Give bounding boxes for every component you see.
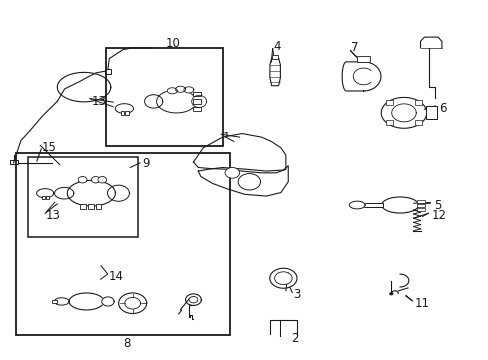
Bar [193, 99, 201, 104]
Text: 6: 6 [438, 102, 446, 115]
Text: 2: 2 [290, 333, 298, 346]
Text: 14: 14 [108, 270, 123, 283]
Polygon shape [144, 95, 163, 108]
Polygon shape [269, 58, 280, 86]
Bar [96, 203, 101, 209]
Circle shape [98, 176, 106, 183]
Bar [88, 203, 93, 209]
Bar [16, 153, 229, 336]
Polygon shape [183, 87, 193, 93]
Text: 10: 10 [165, 37, 180, 50]
Bar [357, 57, 369, 62]
Bar [416, 204, 424, 207]
Bar [416, 200, 424, 203]
Polygon shape [54, 298, 69, 305]
Polygon shape [191, 95, 206, 108]
Polygon shape [156, 90, 196, 113]
Polygon shape [193, 134, 285, 173]
Bar [80, 203, 85, 209]
Text: 5: 5 [433, 198, 441, 212]
Bar [414, 120, 422, 125]
Text: 9: 9 [142, 157, 150, 170]
Bar [385, 100, 392, 105]
Text: 8: 8 [122, 337, 130, 350]
Circle shape [269, 268, 296, 288]
Polygon shape [167, 88, 177, 94]
Bar [52, 300, 57, 303]
Bar [193, 92, 201, 96]
Text: 7: 7 [351, 41, 358, 54]
Text: 3: 3 [292, 288, 300, 301]
Bar [106, 48, 222, 146]
Polygon shape [69, 293, 103, 310]
Polygon shape [348, 201, 365, 209]
Bar [271, 54, 278, 59]
Text: 11: 11 [414, 297, 429, 310]
Bar [121, 111, 124, 114]
Circle shape [78, 176, 87, 183]
Polygon shape [342, 62, 380, 91]
Bar [416, 208, 424, 211]
Bar [10, 160, 18, 164]
Polygon shape [391, 104, 415, 122]
Polygon shape [175, 86, 185, 92]
Polygon shape [107, 185, 129, 201]
Bar [42, 195, 45, 199]
Polygon shape [381, 98, 426, 128]
Text: 13: 13 [91, 95, 106, 108]
Text: 15: 15 [41, 141, 56, 154]
Bar [28, 157, 137, 237]
Text: 13: 13 [46, 209, 61, 222]
Text: 4: 4 [273, 40, 281, 53]
Circle shape [224, 167, 239, 178]
Polygon shape [37, 189, 54, 198]
Circle shape [274, 272, 291, 285]
Polygon shape [198, 166, 287, 196]
Bar [385, 120, 392, 125]
Bar [425, 107, 436, 119]
Polygon shape [119, 293, 146, 314]
Bar [414, 100, 422, 105]
Bar [125, 111, 128, 114]
Bar [46, 195, 49, 199]
Bar [358, 203, 382, 207]
Polygon shape [124, 297, 140, 309]
Polygon shape [381, 197, 418, 213]
Polygon shape [102, 297, 114, 306]
Bar [193, 107, 201, 111]
Polygon shape [115, 104, 133, 113]
Polygon shape [67, 180, 115, 206]
Bar [105, 69, 111, 73]
Polygon shape [55, 188, 74, 199]
Circle shape [91, 176, 100, 183]
Circle shape [238, 174, 260, 190]
Text: 12: 12 [431, 209, 446, 222]
Text: 1: 1 [222, 131, 230, 144]
Circle shape [189, 296, 198, 303]
Circle shape [389, 292, 392, 295]
